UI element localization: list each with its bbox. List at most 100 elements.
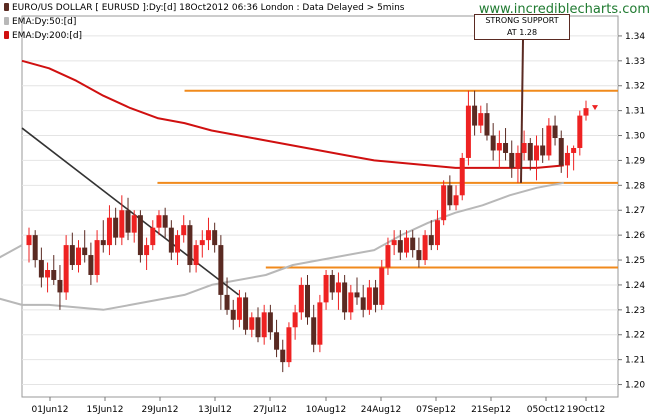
candle — [69, 232, 75, 270]
legend-swatch-ema50 — [4, 17, 9, 25]
candle — [38, 247, 44, 288]
candle — [150, 220, 156, 251]
candle — [94, 230, 100, 283]
candle-body — [100, 240, 106, 246]
candle-body — [490, 135, 496, 151]
legend-swatch-ema200 — [4, 31, 9, 39]
x-tick-label: 27Jul12 — [253, 405, 287, 415]
candle — [88, 242, 94, 285]
y-tick-label: 1.23 — [625, 306, 645, 316]
candle-body — [255, 317, 261, 338]
watermark: www.incrediblecharts.com — [478, 2, 650, 17]
y-tick-label: 1.33 — [625, 57, 645, 67]
x-tick-label: 01Jun12 — [32, 405, 69, 415]
candle — [323, 270, 329, 310]
candle — [533, 135, 539, 181]
x-axis: 01Jun12 15Jun12 29Jun12 13Jul12 27Jul12 10Aug… — [32, 397, 605, 415]
candle — [100, 220, 106, 253]
candle — [243, 292, 249, 335]
candle-body — [342, 282, 348, 313]
candle-body — [385, 245, 391, 268]
y-tick-label: 1.30 — [625, 132, 645, 142]
plot-frame — [21, 15, 619, 398]
candle — [63, 235, 69, 300]
candle-body — [94, 240, 100, 275]
candle-body — [515, 152, 521, 168]
candle — [391, 230, 397, 256]
candle-body — [540, 145, 546, 156]
candle — [57, 265, 63, 310]
candle — [571, 145, 577, 171]
chart-title-text: EURO/US DOLLAR [ EURUSD ]:Dy:[d] 18Oct20… — [12, 3, 405, 13]
candle-body — [76, 247, 82, 266]
candle — [583, 100, 589, 121]
callout-line-2: AT 1.28 — [506, 28, 538, 37]
candle-body — [137, 215, 143, 256]
candle-body — [577, 115, 583, 148]
candle — [564, 145, 570, 178]
candle-body — [292, 312, 298, 328]
candle-body — [558, 138, 564, 166]
candle-body — [564, 152, 570, 166]
candle-body — [373, 287, 379, 305]
candle-body — [199, 240, 205, 246]
candle-body — [125, 210, 131, 233]
x-tick-label: 15Jun12 — [87, 405, 124, 415]
callout-pointer — [520, 39, 524, 183]
candle — [181, 215, 187, 243]
candle — [404, 230, 410, 258]
candle-body — [51, 270, 57, 280]
candle-body — [379, 267, 385, 305]
x-tick-label: 13Jul12 — [198, 405, 232, 415]
candle-body — [69, 245, 75, 266]
candle-body — [144, 245, 150, 256]
legend-ema200-label: EMA:Dy:200:[d] — [12, 31, 83, 41]
candle-body — [348, 292, 354, 313]
candles-layer — [26, 90, 598, 373]
candle-body — [187, 225, 193, 266]
candle-body — [45, 270, 51, 278]
candle — [459, 152, 465, 201]
ema50-line — [0, 181, 564, 311]
candle — [236, 289, 242, 328]
candle — [267, 304, 273, 340]
candle-body — [26, 235, 32, 246]
candle — [478, 105, 484, 134]
candle-body — [527, 143, 533, 161]
candle-body — [496, 143, 502, 151]
y-tick-label: 1.21 — [625, 356, 645, 366]
y-tick-label: 1.34 — [625, 32, 645, 42]
candle-body — [305, 284, 310, 318]
candle-body — [478, 113, 484, 126]
candle-body — [63, 245, 69, 293]
candle-body — [410, 237, 416, 251]
candle — [125, 197, 131, 241]
candle-body — [162, 215, 168, 228]
candle-body — [88, 255, 94, 275]
candle — [472, 90, 478, 136]
candle-body — [280, 349, 286, 363]
chart-title: EURO/US DOLLAR [ EURUSD ]:Dy:[d] 18Oct20… — [4, 3, 404, 13]
title-swatch — [4, 3, 9, 11]
candle-body — [212, 230, 218, 246]
candle-body — [243, 297, 249, 330]
y-tick-label: 1.22 — [625, 331, 645, 341]
callout-line-1: STRONG SUPPORT — [485, 16, 559, 25]
x-tick-label: 24Aug12 — [361, 405, 401, 415]
x-tick-label: 21Sep12 — [471, 405, 511, 415]
y-tick-label: 1.25 — [625, 256, 645, 266]
candle — [496, 130, 502, 168]
candle — [379, 260, 385, 310]
candle — [224, 277, 230, 315]
candle — [385, 237, 391, 275]
candle-body — [267, 312, 273, 333]
candle-body — [236, 297, 242, 320]
candle — [342, 274, 348, 320]
candle — [187, 220, 193, 273]
candle — [447, 175, 453, 211]
candle — [286, 322, 292, 368]
candle — [453, 185, 459, 211]
candle — [45, 262, 51, 293]
candle-body — [193, 245, 199, 266]
